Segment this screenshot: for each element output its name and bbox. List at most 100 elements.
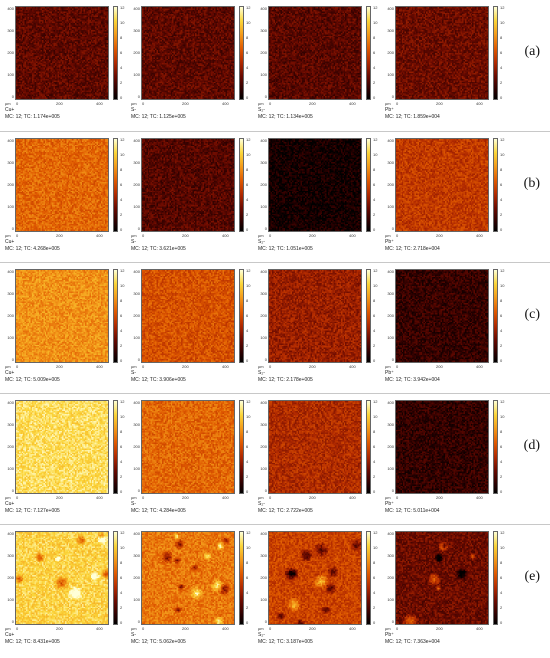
- figure-row: 400 300 200 100 0 µm 0 200 400 12 10 8 6 4 2 0 Cu+ MC: 12…: [0, 131, 550, 262]
- tc-value: 12; TC: 5.062e+005: [141, 639, 186, 645]
- x-tick-label: 400: [222, 364, 229, 369]
- map-panel: 400 300 200 100 0 µm 0 200 400 12 10 8 6 4 2 0 Pb⁺ MC: 12…: [384, 263, 506, 391]
- colorbar-tick-label: 2: [373, 474, 376, 479]
- x-tick-label: 400: [476, 233, 483, 238]
- species-label: Pb⁺: [385, 239, 394, 245]
- colorbar-tick-label: 4: [120, 328, 123, 333]
- colorbar-tick-label: 8: [120, 429, 123, 434]
- y-tick-label: 400: [387, 6, 394, 11]
- species-label: S-: [131, 239, 136, 245]
- x-tick-label: 400: [349, 495, 356, 500]
- intensity-map: [395, 6, 489, 100]
- intensity-map-image: [16, 139, 108, 231]
- y-tick-label: 0: [264, 357, 267, 362]
- y-tick-label: 100: [7, 466, 14, 471]
- x-tick-label: 0: [142, 626, 145, 631]
- colorbar-tick-label: 10: [500, 20, 505, 25]
- intensity-map: [141, 400, 235, 494]
- y-tick-label: 400: [7, 400, 14, 405]
- colorbar-tick-label: 10: [373, 152, 378, 157]
- counts-caption: MC: 12; TC: 3.621e+005: [131, 246, 186, 252]
- intensity-map: [15, 400, 109, 494]
- colorbar: [113, 6, 118, 100]
- x-tick-label: 0: [16, 101, 19, 106]
- colorbar-tick-label: 10: [120, 545, 125, 550]
- colorbar-tick-label: 4: [373, 197, 376, 202]
- y-tick-label: 0: [11, 357, 14, 362]
- map-panel: 400 300 200 100 0 µm 0 200 400 12 10 8 6 4 2 0 Pb⁺ MC: 12…: [384, 132, 506, 260]
- figure-row: 400 300 200 100 0 µm 0 200 400 12 10 8 6 4 2 0 Cu+ MC: 12…: [0, 393, 550, 524]
- map-panel: 400 300 200 100 0 µm 0 200 400 12 10 8 6 4 2 0 S₂- MC: 12…: [257, 394, 379, 522]
- colorbar-tick-label: 6: [373, 50, 376, 55]
- colorbar-tick-label: 6: [373, 182, 376, 187]
- colorbar: [239, 138, 244, 232]
- colorbar-tick-label: 8: [373, 167, 376, 172]
- map-panel: 400 300 200 100 0 µm 0 200 400 12 10 8 6 4 2 0 Cu+ MC: 12…: [4, 263, 126, 391]
- colorbar-tick-label: 12: [373, 530, 378, 535]
- mc-label: MC:: [5, 508, 15, 514]
- species-label: S-: [131, 632, 136, 638]
- colorbar-tick-label: 8: [373, 35, 376, 40]
- row-label: (b): [523, 176, 540, 191]
- species-label: S₂-: [258, 239, 265, 245]
- axis-unit: µm: [5, 233, 11, 238]
- intensity-map-image: [269, 270, 361, 362]
- map-panel: 400 300 200 100 0 µm 0 200 400 12 10 8 6 4 2 0 S- MC: 12;…: [130, 394, 252, 522]
- x-tick-label: 400: [349, 364, 356, 369]
- axis-unit: µm: [258, 364, 264, 369]
- mc-label: MC:: [385, 508, 395, 514]
- counts-caption: MC: 12; TC: 2.722e+005: [258, 508, 313, 514]
- mc-label: MC:: [131, 114, 141, 120]
- y-tick-label: 400: [133, 6, 140, 11]
- x-tick-label: 0: [396, 364, 399, 369]
- counts-caption: MC: 12; TC: 4.284e+005: [131, 508, 186, 514]
- colorbar-tick-label: 4: [246, 197, 249, 202]
- colorbar: [366, 400, 371, 494]
- y-tick-label: 300: [133, 291, 140, 296]
- colorbar: [113, 400, 118, 494]
- x-tick-label: 0: [269, 101, 272, 106]
- intensity-map-image: [16, 532, 108, 624]
- y-tick-label: 200: [260, 575, 267, 580]
- colorbar-tick-label: 6: [120, 575, 123, 580]
- colorbar-tick-label: 4: [120, 459, 123, 464]
- colorbar-tick-label: 2: [246, 212, 249, 217]
- map-panel: 400 300 200 100 0 µm 0 200 400 12 10 8 6 4 2 0 Pb⁺ MC: 12…: [384, 525, 506, 653]
- counts-caption: MC: 12; TC: 5.062e+005: [131, 639, 186, 645]
- x-tick-label: 400: [349, 233, 356, 238]
- species-label: S-: [131, 370, 136, 376]
- colorbar: [239, 400, 244, 494]
- colorbar-tick-label: 12: [373, 268, 378, 273]
- y-tick-label: 300: [133, 553, 140, 558]
- intensity-map-image: [396, 7, 488, 99]
- counts-caption: MC: 12; TC: 5.011e+004: [385, 508, 439, 514]
- tc-value: 12; TC: 1.859e+004: [395, 114, 440, 120]
- colorbar-tick-label: 6: [500, 182, 503, 187]
- y-tick-label: 300: [260, 28, 267, 33]
- tc-value: 12; TC: 7.127e+005: [15, 508, 60, 514]
- mc-label: MC:: [131, 508, 141, 514]
- colorbar-tick-label: 10: [373, 283, 378, 288]
- y-tick-label: 200: [260, 182, 267, 187]
- colorbar-tick-label: 8: [246, 298, 249, 303]
- tc-value: 12; TC: 3.942e+004: [395, 377, 440, 383]
- y-tick-label: 200: [387, 313, 394, 318]
- colorbar-tick-label: 8: [500, 298, 503, 303]
- y-tick-label: 0: [137, 488, 140, 493]
- colorbar-tick-label: 0: [500, 489, 503, 494]
- x-tick-label: 200: [56, 233, 63, 238]
- axis-unit: µm: [131, 364, 137, 369]
- y-tick-label: 400: [133, 138, 140, 143]
- colorbar-tick-label: 2: [500, 212, 503, 217]
- x-tick-label: 400: [96, 495, 103, 500]
- y-tick-label: 200: [133, 444, 140, 449]
- counts-caption: MC: 12; TC: 7.127e+005: [5, 508, 60, 514]
- intensity-map-image: [16, 401, 108, 493]
- colorbar-tick-label: 6: [246, 444, 249, 449]
- colorbar-tick-label: 4: [500, 459, 503, 464]
- colorbar-tick-label: 4: [246, 459, 249, 464]
- y-tick-label: 300: [387, 160, 394, 165]
- colorbar-tick-label: 12: [246, 137, 251, 142]
- colorbar-tick-label: 12: [500, 137, 505, 142]
- colorbar-tick-label: 8: [500, 167, 503, 172]
